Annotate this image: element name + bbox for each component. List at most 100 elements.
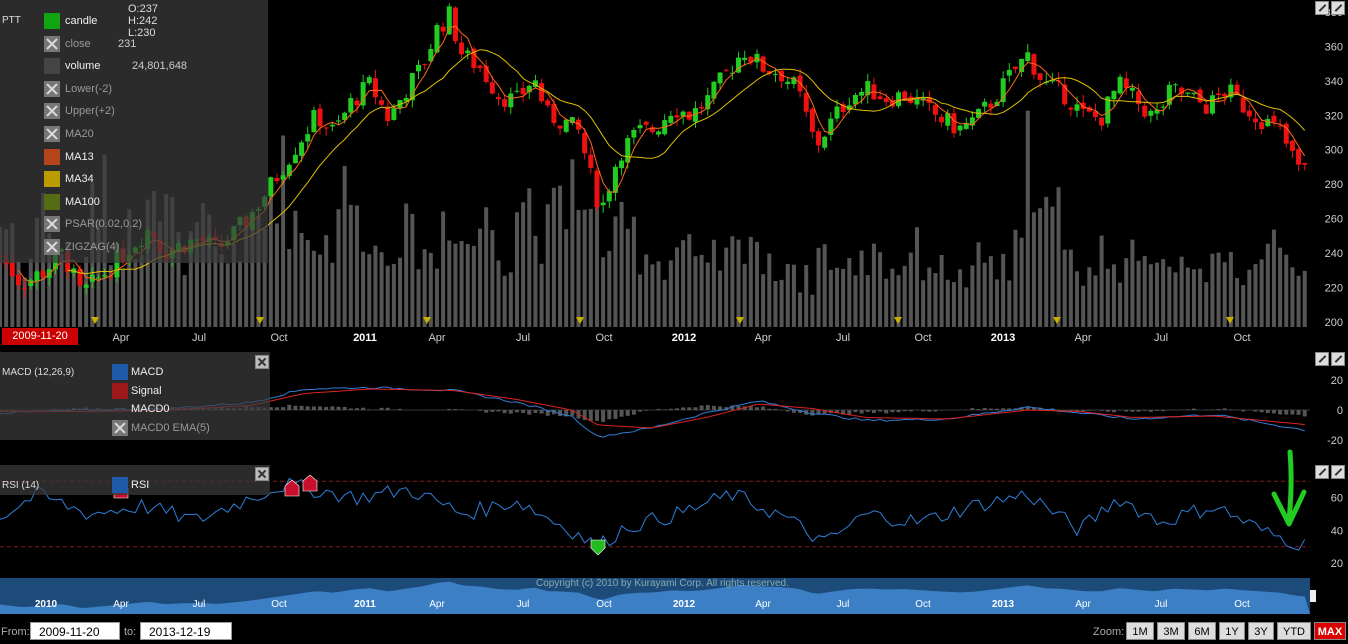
candle [440, 26, 446, 32]
volume-bar [1050, 206, 1055, 327]
volume-bar [108, 265, 113, 327]
from-date-input[interactable]: 2009-11-20 [30, 622, 120, 640]
macd-rows-swatch-1[interactable] [112, 382, 128, 399]
zoom-button-ytd[interactable]: YTD [1277, 622, 1311, 640]
macd-rows-swatch-2[interactable] [112, 401, 128, 417]
volume-bar [718, 270, 723, 327]
volume-bar [847, 258, 852, 327]
macd-histogram-bar [798, 410, 803, 413]
candle [274, 177, 280, 182]
volume-bar [742, 263, 747, 327]
zoom-button-1m[interactable]: 1M [1126, 622, 1154, 640]
candle [422, 64, 428, 66]
macd-histogram-bar [1185, 409, 1190, 410]
macd-histogram-bar [785, 410, 790, 412]
macd-histogram-bar [324, 406, 329, 410]
volume-bar [158, 220, 163, 327]
volume-bar [564, 229, 569, 327]
price-x-tick: Oct [1233, 332, 1250, 344]
legend-swatch-0[interactable] [44, 13, 60, 29]
macd-histogram-bar [1111, 410, 1116, 413]
candle [1191, 92, 1197, 95]
candle [1283, 123, 1289, 144]
legend-swatch-2[interactable] [44, 58, 60, 75]
candle [1209, 95, 1215, 114]
macd-histogram-bar [662, 409, 667, 410]
macd-close-button[interactable] [255, 355, 269, 369]
volume-bar [1259, 259, 1264, 327]
macd-histogram-bar [539, 410, 544, 414]
price-draw-tool-icon[interactable] [1315, 1, 1329, 15]
navigator-x-tick: Oct [596, 599, 612, 610]
candle [1049, 79, 1055, 82]
legend-swatch-8[interactable] [44, 193, 60, 210]
macd-rows-swatch-0[interactable] [112, 364, 128, 380]
candle [311, 110, 317, 133]
from-label: From: [1, 626, 30, 638]
legend-swatch-1[interactable] [44, 35, 60, 52]
macd-histogram-bar [594, 410, 599, 421]
candle [1160, 106, 1166, 108]
macd-histogram-bar [1068, 410, 1073, 411]
volume-bar [65, 243, 70, 327]
to-date-input[interactable]: 2013-12-19 [140, 622, 232, 640]
down-arrow-annotation [1286, 449, 1294, 523]
macd-histogram-bar [865, 410, 870, 412]
candle [631, 129, 637, 138]
volume-bar [342, 165, 347, 327]
rsi-y-tick: 40 [1331, 525, 1343, 537]
macd-erase-tool-icon[interactable] [1331, 352, 1345, 366]
range-bar: From: 2009-11-20 to: 2013-12-19 Zoom: 1M… [0, 616, 1348, 644]
zoom-button-3y[interactable]: 3Y [1248, 622, 1274, 640]
candle [816, 131, 822, 146]
rsi-close-button[interactable] [255, 467, 269, 481]
macd-histogram-bar [305, 406, 310, 410]
price-erase-tool-icon[interactable] [1331, 1, 1345, 15]
macd-histogram-bar [527, 410, 532, 415]
macd-draw-tool-icon[interactable] [1315, 352, 1329, 366]
macd-rows-swatch-3[interactable] [112, 419, 128, 436]
volume-bar [902, 265, 907, 327]
macd-histogram-bar [699, 405, 704, 410]
legend-swatch-9[interactable] [44, 216, 60, 233]
rsi-rows-label-0: RSI [131, 479, 150, 491]
macd-histogram-bar [976, 409, 981, 410]
volume-bar [1019, 237, 1024, 327]
candle [908, 96, 914, 103]
candle [994, 101, 1000, 107]
rsi-draw-tool-icon[interactable] [1315, 465, 1329, 479]
zoom-button-max[interactable]: MAX [1314, 622, 1346, 640]
navigator-x-tick: Apr [429, 599, 445, 610]
candle [22, 288, 28, 290]
rsi-erase-tool-icon[interactable] [1331, 465, 1345, 479]
legend-swatch-4[interactable] [44, 103, 60, 120]
legend-swatch-10[interactable] [44, 239, 60, 255]
macd-histogram-bar [988, 408, 993, 410]
legend-swatch-3[interactable] [44, 80, 60, 97]
legend-swatch-7[interactable] [44, 171, 60, 188]
macd-histogram-bar [859, 410, 864, 414]
symbol-label: PTT [2, 15, 21, 26]
zoom-button-1y[interactable]: 1Y [1219, 622, 1245, 640]
volume-bar [798, 292, 803, 327]
volume-bar [865, 275, 870, 327]
legend-swatch-5[interactable] [44, 126, 60, 142]
volume-bar [1025, 110, 1030, 327]
candle [791, 77, 797, 84]
volume-bar [1136, 260, 1141, 327]
volume-bar [576, 209, 581, 327]
rsi-rows-swatch-0[interactable] [112, 477, 128, 493]
candle [77, 268, 83, 286]
candle [809, 108, 815, 132]
volume-bar [59, 253, 64, 327]
macd-histogram-bar [311, 406, 316, 410]
macd-histogram-bar [711, 405, 716, 410]
volume-bar [367, 254, 372, 327]
zoom-button-6m[interactable]: 6M [1188, 622, 1216, 640]
volume-bar [539, 263, 544, 327]
volume-bar [619, 201, 624, 327]
legend-swatch-6[interactable] [44, 148, 60, 165]
macd-histogram-bar [847, 410, 852, 415]
macd-histogram-bar [514, 410, 519, 413]
zoom-button-3m[interactable]: 3M [1157, 622, 1185, 640]
